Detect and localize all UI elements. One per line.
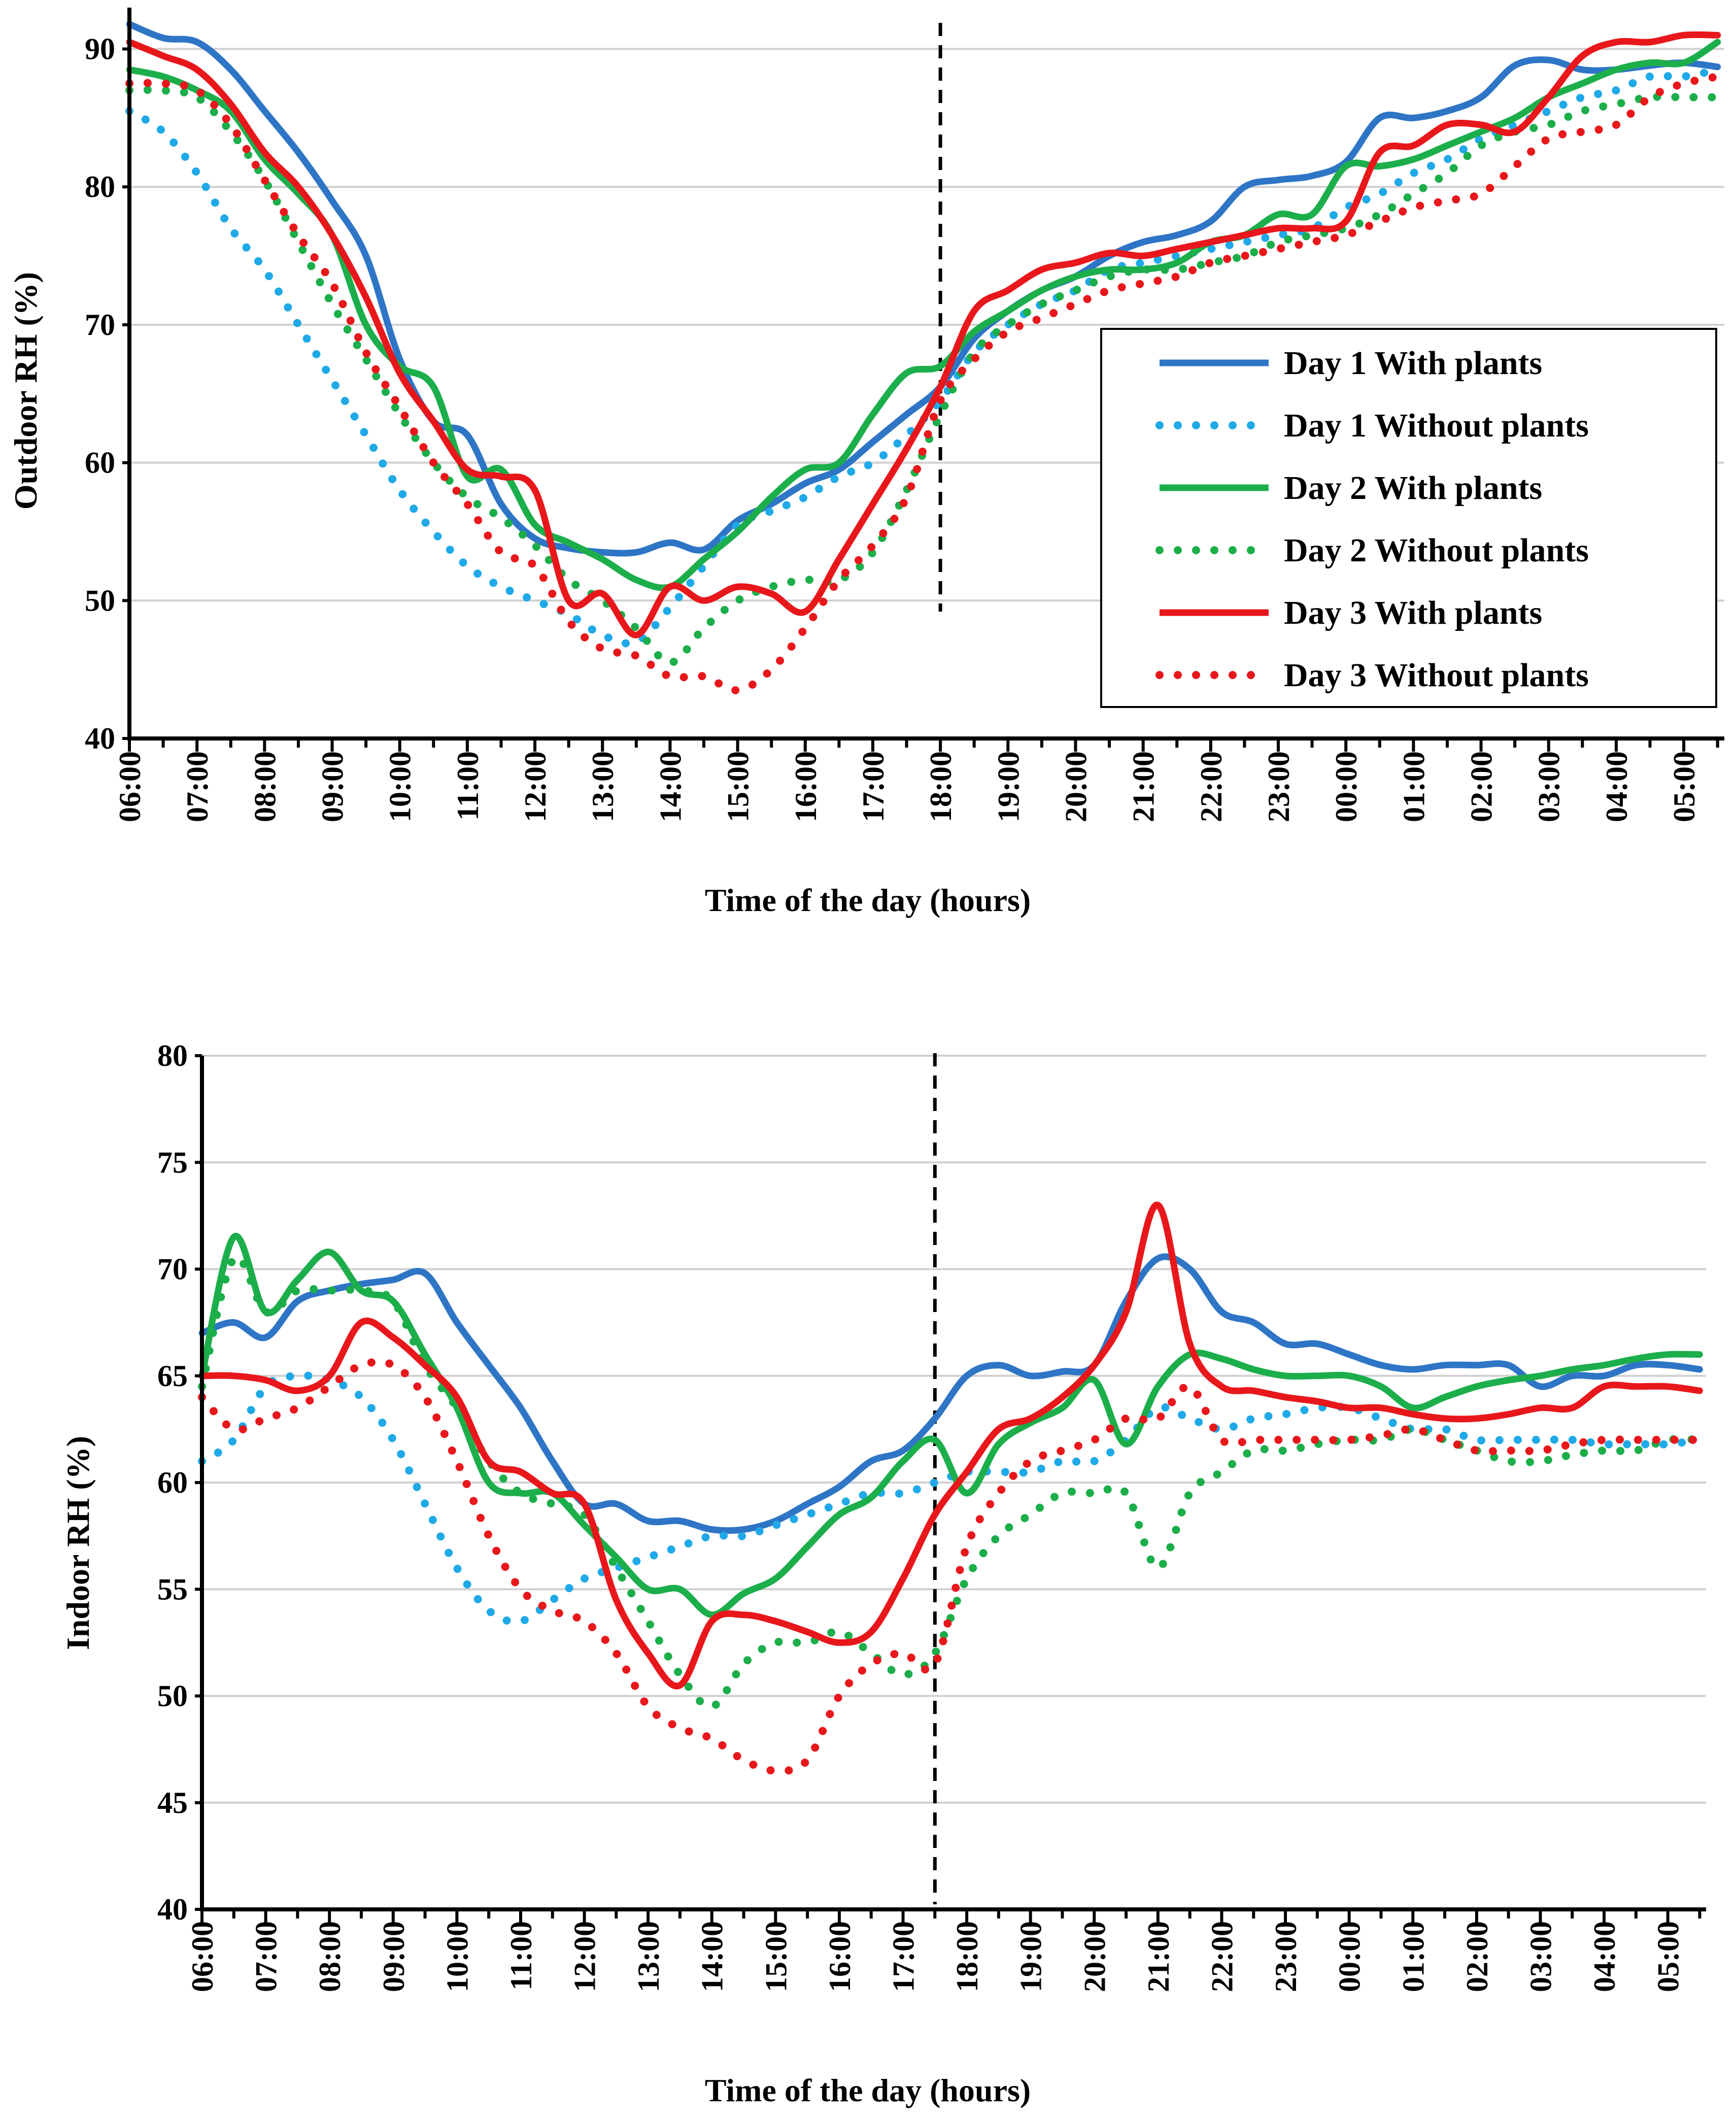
outdoor-x-tick-label: 20:00 <box>1059 751 1093 822</box>
outdoor-x-tick-label: 05:00 <box>1667 751 1701 822</box>
outdoor-y-tick-label: 60 <box>85 446 115 480</box>
outdoor-x-tick-label: 23:00 <box>1262 751 1296 822</box>
indoor-y-tick-label: 70 <box>157 1253 188 1286</box>
outdoor-x-tick-label: 07:00 <box>181 751 214 822</box>
indoor-x-tick-label: 03:00 <box>1524 1921 1557 1992</box>
indoor-x-tick-label: 12:00 <box>568 1921 602 1992</box>
indoor-series-day-3-without-plants <box>198 1358 1704 1775</box>
legend-label: Day 1 With plants <box>1284 345 1542 382</box>
outdoor-x-tick-label: 10:00 <box>384 751 417 822</box>
outdoor-x-tick-label: 00:00 <box>1330 751 1363 822</box>
indoor-x-tick-label: 04:00 <box>1588 1921 1621 1992</box>
indoor-x-tick-label: 15:00 <box>759 1921 793 1992</box>
outdoor-x-tick-label: 01:00 <box>1397 751 1431 822</box>
legend-label: Day 1 Without plants <box>1284 407 1589 444</box>
outdoor-series-day-1-without-plants <box>125 65 1722 648</box>
outdoor-x-tick-label: 03:00 <box>1533 751 1566 822</box>
indoor-y-tick-label: 60 <box>157 1466 188 1499</box>
indoor-series-day-1-without-plants <box>198 1371 1704 1626</box>
outdoor-y-axis-title: Outdoor RH (%) <box>8 272 44 510</box>
indoor-x-tick-label: 01:00 <box>1397 1921 1430 1992</box>
indoor-x-tick-label: 21:00 <box>1142 1921 1175 1992</box>
indoor-axes <box>195 1054 1706 1923</box>
outdoor-series-day-3-with-plants <box>126 31 1721 638</box>
outdoor-y-tick-label: 70 <box>85 308 115 342</box>
indoor-series-day-2-with-plants <box>198 1232 1703 1619</box>
indoor-y-tick-label: 75 <box>157 1146 188 1179</box>
indoor-x-tick-label: 18:00 <box>950 1921 984 1992</box>
indoor-y-tick-label: 65 <box>157 1359 188 1393</box>
indoor-y-axis-title: Indoor RH (%) <box>60 1436 96 1650</box>
legend-label: Day 2 With plants <box>1284 469 1542 507</box>
indoor-rh-chart: 40 45 50 55 60 65 70 75 80 06:00 07:00 08:00 09:00 1… <box>60 1039 1706 2108</box>
outdoor-y-tick-label: 90 <box>85 32 115 66</box>
outdoor-x-tick-label: 06:00 <box>113 751 147 822</box>
outdoor-series-day-2-with-plants <box>126 39 1721 591</box>
legend-box <box>1100 328 1717 708</box>
indoor-y-ticks: 40 45 50 55 60 65 70 75 80 <box>157 1039 188 1926</box>
outdoor-series <box>125 21 1722 694</box>
indoor-x-tick-label: 05:00 <box>1652 1921 1685 1992</box>
outdoor-series-day-2-without-plants <box>125 86 1722 667</box>
indoor-x-tick-label: 16:00 <box>823 1921 857 1992</box>
outdoor-x-tick-label: 11:00 <box>451 751 485 821</box>
outdoor-x-tick-label: 16:00 <box>789 751 823 822</box>
indoor-x-axis-title: Time of the day (hours) <box>705 2072 1031 2108</box>
outdoor-x-tick-label: 02:00 <box>1465 751 1499 822</box>
indoor-x-tick-label: 17:00 <box>887 1921 921 1992</box>
outdoor-x-tick-label: 22:00 <box>1195 751 1228 822</box>
outdoor-y-tick-label: 40 <box>85 722 115 755</box>
indoor-x-tick-label: 02:00 <box>1460 1921 1494 1992</box>
outdoor-x-ticks: 06:00 07:00 08:00 09:00 10:00 11:00 12:00 13:00… <box>113 751 1701 822</box>
legend-label: Day 2 Without plants <box>1284 532 1589 569</box>
indoor-y-tick-label: 55 <box>157 1572 188 1606</box>
outdoor-x-tick-label: 15:00 <box>722 751 755 822</box>
outdoor-x-axis-title: Time of the day (hours) <box>705 882 1031 918</box>
indoor-series-day-3-with-plants <box>198 1201 1703 1690</box>
outdoor-x-tick-label: 19:00 <box>992 751 1025 822</box>
outdoor-x-tick-label: 12:00 <box>519 751 552 822</box>
indoor-x-tick-label: 23:00 <box>1269 1921 1303 1992</box>
indoor-x-tick-label: 06:00 <box>186 1921 219 1992</box>
indoor-x-tick-label: 09:00 <box>377 1921 411 1992</box>
indoor-x-tick-label: 13:00 <box>632 1921 665 1992</box>
indoor-y-tick-label: 45 <box>157 1786 188 1820</box>
indoor-x-tick-label: 11:00 <box>504 1921 538 1991</box>
indoor-series-day-1-with-plants <box>198 1253 1703 1534</box>
indoor-x-tick-label: 08:00 <box>313 1921 347 1992</box>
indoor-series <box>198 1201 1704 1775</box>
indoor-x-tick-label: 14:00 <box>696 1921 729 1992</box>
outdoor-x-tick-label: 09:00 <box>316 751 350 822</box>
outdoor-x-tick-label: 21:00 <box>1127 751 1161 822</box>
outdoor-rh-chart: 40 50 60 70 80 90 06:00 07:00 08:00 09:00 10:00 11… <box>8 8 1724 918</box>
outdoor-series-day-1-with-plants <box>126 21 1721 557</box>
legend-label: Day 3 Without plants <box>1284 657 1589 694</box>
indoor-y-tick-label: 40 <box>157 1893 188 1926</box>
indoor-y-tick-label: 80 <box>157 1039 188 1072</box>
indoor-x-tick-label: 10:00 <box>440 1921 474 1992</box>
indoor-x-tick-label: 20:00 <box>1078 1921 1111 1992</box>
outdoor-series-day-3-without-plants <box>125 72 1722 694</box>
indoor-x-ticks: 06:00 07:00 08:00 09:00 10:00 11:00 12:00 13:00… <box>186 1921 1685 1992</box>
indoor-x-tick-label: 19:00 <box>1014 1921 1048 1992</box>
indoor-x-tick-label: 00:00 <box>1333 1921 1367 1992</box>
indoor-x-tick-label: 22:00 <box>1205 1921 1239 1992</box>
outdoor-x-tick-label: 08:00 <box>248 751 282 822</box>
outdoor-x-tick-label: 13:00 <box>586 751 620 822</box>
outdoor-y-tick-label: 50 <box>85 584 115 617</box>
outdoor-y-tick-label: 80 <box>85 170 115 204</box>
indoor-gridlines <box>202 1055 1706 1804</box>
legend: Day 1 With plants Day 1 Without plants Day… <box>1100 328 1717 708</box>
outdoor-axes <box>122 8 1724 752</box>
outdoor-x-tick-label: 14:00 <box>654 751 687 822</box>
outdoor-x-tick-label: 04:00 <box>1600 751 1633 822</box>
indoor-y-tick-label: 50 <box>157 1679 188 1713</box>
indoor-x-tick-label: 07:00 <box>250 1921 283 1992</box>
outdoor-x-tick-label: 18:00 <box>924 751 958 822</box>
outdoor-y-ticks: 40 50 60 70 80 90 <box>85 32 115 755</box>
legend-label: Day 3 With plants <box>1284 594 1542 631</box>
outdoor-x-tick-label: 17:00 <box>857 751 890 822</box>
